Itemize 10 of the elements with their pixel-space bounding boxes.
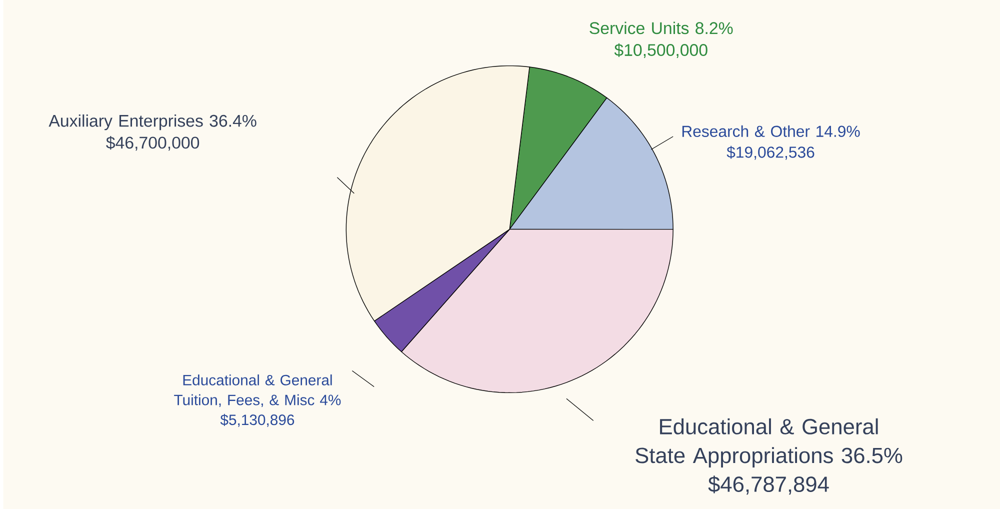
data-label: $5,130,896 xyxy=(220,414,294,427)
slice-label: Educational & General State Appropriations 36.5% xyxy=(636,418,902,468)
data-label: $10,500,000 xyxy=(614,43,708,58)
data-label: $19,062,536 xyxy=(726,146,814,160)
data-label: $46,787,894 xyxy=(708,475,829,494)
slice-label: Auxiliary Enterprises 36.4% xyxy=(48,114,256,130)
slice-label: Research & Other 14.9% xyxy=(682,125,860,137)
data-label: $46,700,000 xyxy=(106,136,200,151)
legend-label: Educational & General Tuition, Fees, & Misc 4% xyxy=(174,374,341,407)
slice-label: Service Units 8.2% xyxy=(590,22,733,34)
